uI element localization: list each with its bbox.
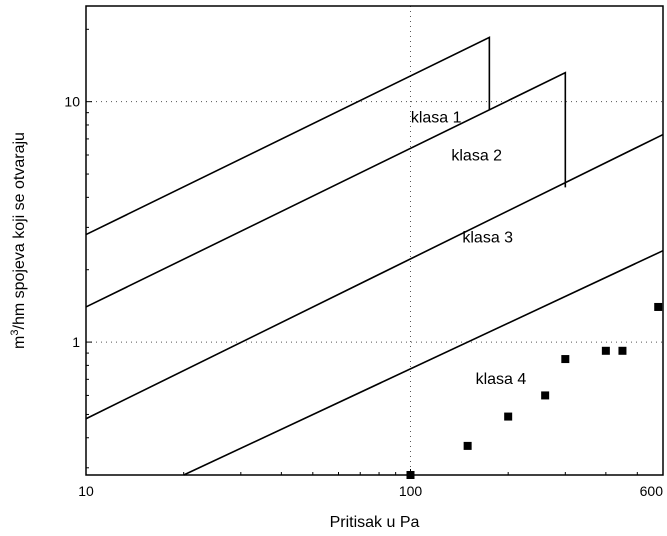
series-line-klasa-2: [85, 71, 567, 308]
x-tick-label: 600: [640, 483, 664, 499]
data-point: [561, 355, 570, 364]
data-point: [654, 302, 663, 311]
class-labels: klasa 1 klasa 2 klasa 3 klasa 4: [411, 109, 527, 388]
y-tick-label: 1: [72, 334, 80, 350]
data-point: [618, 346, 627, 355]
class-label-klasa-1: klasa 1: [411, 109, 462, 126]
series-line-klasa-3: [85, 133, 664, 420]
y-axis-label: m3/hm spojeva koji se otvaraju: [9, 132, 28, 349]
measurement-points: [406, 302, 663, 479]
y-axis-label-rest: /hm spojeva koji se otvaraju: [11, 132, 28, 329]
series-line-klasa-4: [183, 249, 664, 476]
series-line-klasa-1: [85, 36, 491, 236]
data-point: [601, 346, 610, 355]
x-tick-label: 10: [78, 483, 94, 499]
y-axis-label-prefix: m: [11, 336, 28, 349]
x-axis-label: Pritisak u Pa: [330, 514, 420, 531]
class-label-klasa-4: klasa 4: [476, 371, 527, 388]
class-label-klasa-3: klasa 3: [462, 229, 513, 246]
plot-frame: [85, 5, 664, 476]
data-point: [504, 412, 513, 421]
y-tick-label: 10: [64, 94, 80, 110]
data-point: [463, 441, 472, 450]
class-label-klasa-2: klasa 2: [451, 147, 502, 164]
class-lines: [85, 36, 664, 476]
y-axis-label-superscript: 3: [9, 329, 21, 335]
x-tick-label: 100: [399, 483, 423, 499]
ticks: 10 100 600 1 10: [64, 28, 664, 499]
data-point: [541, 391, 550, 400]
grid: [86, 6, 663, 475]
